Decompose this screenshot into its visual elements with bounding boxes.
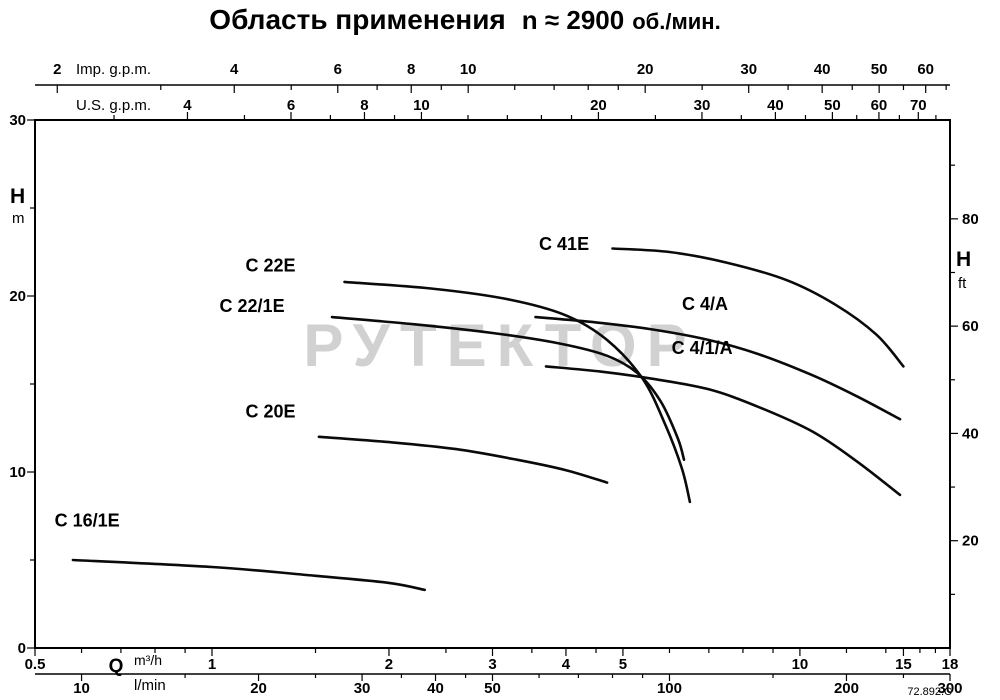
svg-text:50: 50 [484,680,501,697]
svg-text:2: 2 [385,656,393,673]
curve-c-41e [611,247,905,368]
curve-label-c-41e: C 41E [539,234,589,254]
curve-c-16-1e [71,558,426,592]
q-m3h-axis-unit: m³/h [134,652,162,668]
svg-text:18: 18 [942,656,959,673]
plot-border [34,119,951,649]
h-m-axis-unit: m [12,210,25,227]
svg-text:10: 10 [413,97,430,114]
svg-text:0.5: 0.5 [25,656,46,673]
svg-text:40: 40 [767,97,784,114]
axis-h-ft: 20 40 60 80 Hft [950,164,979,595]
svg-text:3: 3 [488,656,496,673]
svg-text:20: 20 [637,61,654,78]
reference-code: 72.892.C [907,686,952,698]
svg-text:4: 4 [230,61,239,78]
svg-text:60: 60 [962,318,979,335]
axis-imp-gpm: 2 4 6 8 10 20 30 40 50 60 Imp. g.p.m. [35,61,950,93]
svg-text:50: 50 [871,61,888,78]
plot-area [34,119,951,649]
axis-h-m: 0 10 20 30 Hm [9,112,35,657]
q-axis-symbol: Q [109,656,124,677]
curve-label-c-22-1e: C 22/1E [220,296,285,316]
svg-text:70: 70 [910,97,927,114]
svg-text:60: 60 [871,97,888,114]
curve-label-c-22e: C 22E [245,255,295,275]
svg-text:100: 100 [657,680,682,697]
svg-text:40: 40 [427,680,444,697]
axis-us-gpm: 4 6 8 10 20 30 40 50 60 70 U.S. g.p.m. [76,97,937,120]
curve-label-c-16-1e: C 16/1E [55,511,120,531]
svg-text:40: 40 [962,425,979,442]
axis-q-m3h: 0.5 1 2 3 4 5 10 15 18 Q m³/h [25,648,959,677]
axis-q-lmin: 10 20 30 40 50 100 200 300 l/min [35,673,963,697]
curve-c-4-1-a [544,365,902,497]
title-main: Область применения [209,4,506,35]
svg-text:1: 1 [208,656,216,673]
h-ft-axis-unit: ft [958,275,967,292]
pump-curves: C 16/1E C 20E C 22/1E C 22E C 41E C 4/A C 4/1/… [55,234,905,592]
svg-text:10: 10 [73,680,90,697]
chart-title: Область применения n ≈ 2900 об./мин. [0,4,930,36]
svg-text:6: 6 [334,61,342,78]
svg-text:80: 80 [962,211,979,228]
curve-label-c-4-a: C 4/A [682,294,728,314]
svg-text:6: 6 [287,97,295,114]
svg-text:200: 200 [834,680,859,697]
svg-text:0: 0 [18,640,26,657]
svg-text:300: 300 [937,680,962,697]
us-gpm-axis-label: U.S. g.p.m. [76,97,151,114]
svg-text:4: 4 [183,97,192,114]
svg-text:30: 30 [694,97,711,114]
svg-text:20: 20 [962,533,979,550]
curve-c-20e [317,435,609,484]
imp-gpm-axis-label: Imp. g.p.m. [76,61,151,78]
svg-text:8: 8 [360,97,368,114]
svg-text:20: 20 [250,680,267,697]
svg-text:2: 2 [53,61,61,78]
svg-text:30: 30 [354,680,371,697]
svg-text:5: 5 [619,656,627,673]
curve-c-22-1e [330,315,686,461]
svg-text:10: 10 [9,464,26,481]
svg-text:30: 30 [9,112,26,129]
h-m-axis-symbol: H [10,185,25,208]
title-speed: n ≈ 2900 [521,5,625,35]
svg-text:30: 30 [740,61,757,78]
svg-text:50: 50 [824,97,841,114]
svg-text:40: 40 [814,61,831,78]
curve-label-c-20e: C 20E [245,401,295,421]
h-ft-axis-symbol: H [956,248,971,271]
svg-text:20: 20 [9,288,26,305]
q-lmin-axis-unit: l/min [134,677,166,694]
curve-label-c-4-1-a: C 4/1/A [672,338,733,358]
svg-text:60: 60 [917,61,934,78]
svg-text:8: 8 [407,61,415,78]
svg-text:4: 4 [562,656,571,673]
svg-text:10: 10 [460,61,477,78]
svg-text:20: 20 [590,97,607,114]
svg-text:15: 15 [895,656,912,673]
curve-c-22e [343,280,692,504]
title-units: об./мин. [632,9,721,34]
curve-c-4-a [534,315,902,421]
svg-text:10: 10 [792,656,809,673]
